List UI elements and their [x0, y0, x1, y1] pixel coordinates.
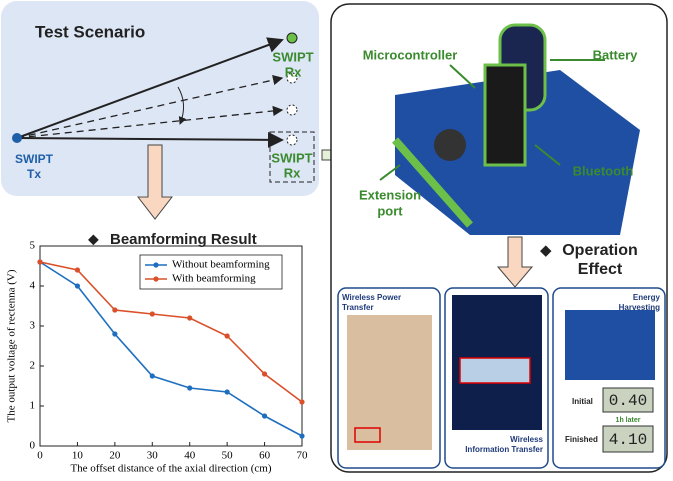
lcd-reading: 4.10	[609, 431, 647, 449]
y-tick-label: 0	[30, 440, 36, 452]
page: {"scenario":{"title":"Test Scenario","rx…	[0, 0, 673, 481]
op-title: Operation	[562, 242, 638, 259]
x-tick-label: 20	[109, 450, 121, 462]
x-axis-label: The offset distance of the axial directi…	[70, 463, 271, 475]
tx-dot	[12, 133, 22, 143]
lcd-caption: 1h later	[616, 417, 641, 424]
panel-label: Information Transfer	[465, 445, 543, 454]
figure: Test Scenario SWIPT Rx SWIPT Rx SWIPT Tx…	[0, 0, 673, 476]
rx-label: Rx	[284, 165, 301, 180]
scenario-title: Test Scenario	[35, 22, 145, 41]
diamond: ◆	[540, 242, 552, 259]
panel-label: Harvesting	[619, 303, 660, 312]
point	[112, 307, 117, 312]
x-tick-label: 30	[147, 450, 159, 462]
point	[187, 385, 192, 390]
point	[225, 389, 230, 394]
y-tick-label: 3	[30, 320, 36, 332]
point	[262, 413, 267, 418]
chart-title: Beamforming Result	[110, 231, 257, 248]
panel-label: Energy	[633, 293, 661, 302]
x-tick-label: 70	[297, 450, 309, 462]
point	[75, 267, 80, 272]
hw-label: port	[377, 203, 403, 218]
rx-label: SWIPT	[271, 150, 312, 165]
panel-label: Transfer	[342, 303, 374, 312]
legend-swatch	[153, 262, 158, 267]
power-photo	[347, 315, 432, 450]
diamond: ◆	[88, 231, 99, 247]
point	[262, 371, 267, 376]
tx-label: Tx	[27, 167, 41, 181]
panel-label: Wireless Power	[342, 293, 401, 302]
lcd-caption: Finished	[565, 435, 598, 444]
point	[112, 331, 117, 336]
panel-label: Wireless	[510, 435, 543, 444]
y-tick-label: 2	[30, 360, 36, 372]
lcd	[460, 358, 530, 383]
hw-label: Microcontroller	[363, 47, 458, 62]
x-tick-label: 40	[184, 450, 196, 462]
rx-label: SWIPT	[272, 49, 313, 64]
y-tick-label: 1	[30, 400, 36, 412]
point	[75, 283, 80, 288]
point	[150, 311, 155, 316]
lcd-caption: Initial	[572, 397, 593, 406]
hw-label: Extension	[359, 187, 421, 202]
y-tick-label: 4	[30, 280, 36, 292]
y-axis-label: The output voltage of rectenna (V)	[6, 269, 18, 422]
point	[187, 315, 192, 320]
op-title: Effect	[578, 261, 623, 278]
energy-photo	[565, 310, 655, 380]
rx-label: Rx	[285, 64, 302, 79]
tx-label: SWIPT	[15, 152, 54, 166]
x-tick-label: 10	[72, 450, 84, 462]
rx-dot	[287, 105, 297, 115]
point	[299, 433, 304, 438]
legend-label: With beamforming	[172, 273, 256, 285]
y-tick-label: 5	[30, 240, 36, 252]
hw-label: Battery	[593, 47, 639, 62]
point	[37, 259, 42, 264]
lcd-reading: 0.40	[609, 392, 647, 410]
x-tick-label: 50	[222, 450, 234, 462]
point	[225, 333, 230, 338]
rx-dot	[287, 33, 297, 43]
rx-dot	[287, 135, 297, 145]
x-tick-label: 0	[37, 450, 43, 462]
point	[150, 373, 155, 378]
hw-label: Bluetooth	[573, 163, 634, 178]
legend-label: Without beamforming	[172, 259, 270, 271]
legend-swatch	[153, 276, 158, 281]
point	[299, 399, 304, 404]
x-tick-label: 60	[259, 450, 271, 462]
